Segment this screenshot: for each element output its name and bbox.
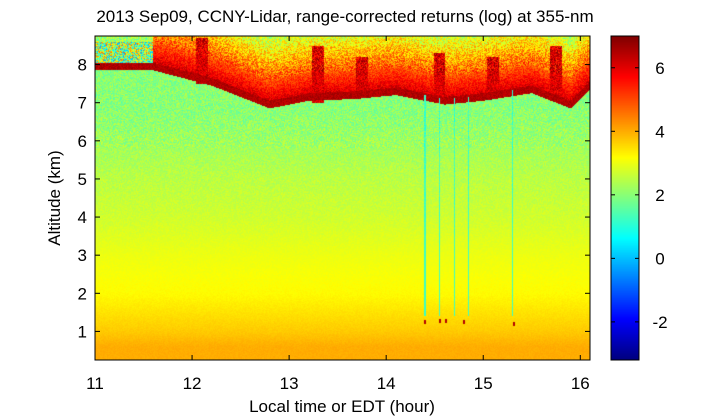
y-tick-label: 6: [78, 132, 87, 151]
y-tick-label: 1: [78, 322, 87, 341]
y-tick-label: 4: [78, 208, 87, 227]
colorbar-tick-label: 6: [655, 59, 664, 78]
x-axis-label: Local time or EDT (hour): [249, 397, 435, 416]
y-tick-label: 5: [78, 170, 87, 189]
x-tick-label: 12: [183, 374, 202, 393]
y-axis-label: Altitude (km): [45, 150, 64, 245]
colorbar-gradient: [611, 36, 639, 360]
colorbar-axis: -2 0 2 4 6: [611, 59, 668, 332]
x-tick-label: 14: [377, 374, 396, 393]
colorbar-tick-label: -2: [652, 313, 667, 332]
colorbar-tick-label: 4: [655, 122, 664, 141]
colorbar-tick-label: 0: [655, 249, 664, 268]
x-tick-label: 11: [86, 374, 104, 393]
y-tick-label: 3: [78, 246, 87, 265]
heatmap-image: [95, 36, 590, 360]
colorbar: [611, 36, 639, 360]
x-tick-label: 13: [280, 374, 299, 393]
y-tick-label: 8: [78, 56, 87, 75]
heatmap-raster: [95, 36, 590, 360]
colorbar-tick-label: 2: [655, 186, 664, 205]
colorbar-frame: [610, 35, 640, 361]
x-tick-label: 16: [571, 374, 590, 393]
y-tick-label: 2: [78, 284, 87, 303]
x-tick-label: 15: [474, 374, 493, 393]
plot-frame: [94, 35, 591, 361]
x-axis: 11 12 13 14 15 16: [86, 36, 590, 393]
y-axis: 1 2 3 4 5 6 7 8: [78, 56, 590, 341]
chart-title: 2013 Sep09, CCNY-Lidar, range-corrected …: [96, 7, 593, 26]
y-tick-label: 7: [78, 94, 87, 113]
